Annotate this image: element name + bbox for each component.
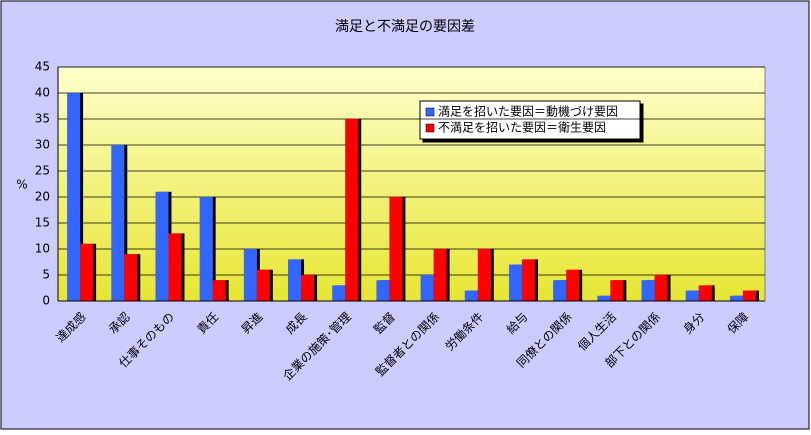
bar bbox=[654, 275, 668, 301]
y-tick-label: 35 bbox=[35, 112, 50, 126]
bar bbox=[243, 249, 257, 301]
bar bbox=[597, 295, 611, 301]
bar bbox=[389, 197, 403, 301]
bar bbox=[67, 93, 81, 301]
bar bbox=[155, 191, 169, 301]
bar bbox=[212, 280, 226, 301]
legend-label: 満足を招いた要因＝動機づけ要因 bbox=[438, 104, 618, 119]
bar bbox=[641, 280, 655, 301]
bar bbox=[420, 275, 434, 301]
y-tick-label: 5 bbox=[42, 268, 50, 282]
bar bbox=[332, 285, 346, 301]
bar bbox=[376, 280, 390, 301]
chart-title: 満足と不満足の要因差 bbox=[335, 19, 475, 35]
bar bbox=[464, 290, 478, 301]
bar bbox=[521, 259, 535, 301]
y-axis-label: % bbox=[16, 178, 27, 192]
bar bbox=[685, 290, 699, 301]
bar bbox=[508, 264, 522, 301]
bar bbox=[729, 295, 743, 301]
bar bbox=[111, 145, 125, 301]
bar bbox=[610, 280, 624, 301]
bar bbox=[256, 269, 270, 301]
bar bbox=[433, 249, 447, 301]
bar bbox=[199, 197, 213, 301]
legend bbox=[419, 100, 641, 140]
bar bbox=[288, 259, 302, 301]
bar bbox=[168, 233, 182, 301]
bar bbox=[124, 254, 138, 301]
bar bbox=[80, 243, 94, 301]
y-tick-label: 40 bbox=[35, 86, 50, 100]
legend-swatch bbox=[425, 107, 435, 117]
legend-swatch bbox=[425, 123, 435, 133]
bar bbox=[698, 285, 712, 301]
y-tick-label: 25 bbox=[35, 164, 50, 178]
y-tick-label: 20 bbox=[35, 190, 50, 204]
y-tick-label: 10 bbox=[35, 242, 50, 256]
bar bbox=[553, 280, 567, 301]
bar bbox=[345, 119, 359, 301]
legend-label: 不満足を招いた要因＝衛生要因 bbox=[438, 121, 606, 135]
y-tick-label: 30 bbox=[35, 138, 50, 152]
y-tick-label: 45 bbox=[35, 60, 50, 74]
bar bbox=[301, 275, 315, 301]
bar bbox=[742, 290, 756, 301]
y-tick-label: 15 bbox=[35, 216, 50, 230]
bar bbox=[566, 269, 580, 301]
y-tick-label: 0 bbox=[42, 294, 50, 308]
bar bbox=[477, 249, 491, 301]
